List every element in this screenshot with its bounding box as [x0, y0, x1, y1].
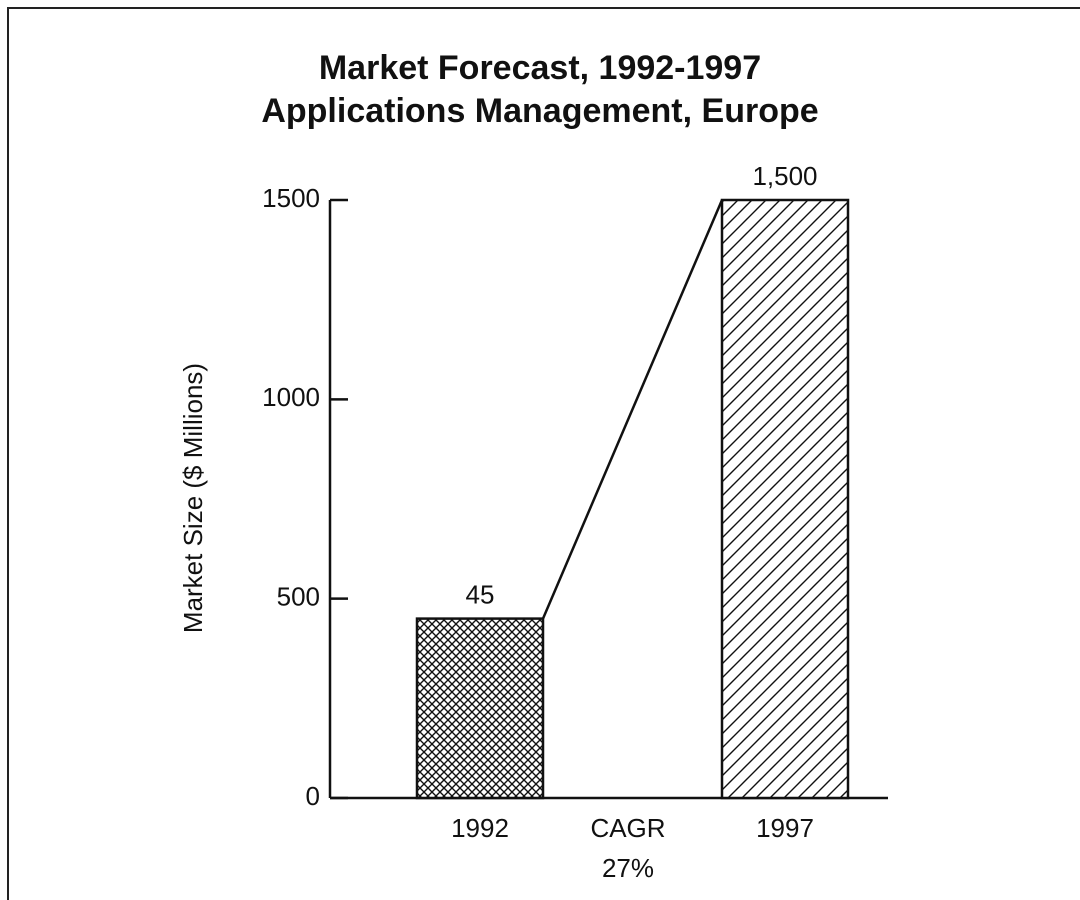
- value-label: 45: [466, 579, 495, 609]
- cagr-annotation: CAGR: [590, 813, 665, 843]
- y-tick-label: 500: [277, 582, 320, 612]
- bar: [415, 617, 545, 800]
- y-tick-label: 0: [306, 781, 320, 811]
- x-tick-label: 1992: [451, 813, 509, 843]
- y-tick-label: 1500: [262, 183, 320, 213]
- chart-title: Market Forecast, 1992-1997: [319, 49, 761, 87]
- y-tick-label: 1000: [262, 382, 320, 412]
- growth-connector: [541, 199, 724, 620]
- bar: [720, 198, 850, 800]
- cagr-annotation: 27%: [602, 853, 654, 883]
- y-axis-label: Market Size ($ Millions): [178, 363, 208, 633]
- frame: [7, 7, 1080, 900]
- x-tick-label: 1997: [756, 813, 814, 843]
- chart-subtitle: Applications Management, Europe: [261, 92, 818, 130]
- value-label: 1,500: [752, 161, 817, 191]
